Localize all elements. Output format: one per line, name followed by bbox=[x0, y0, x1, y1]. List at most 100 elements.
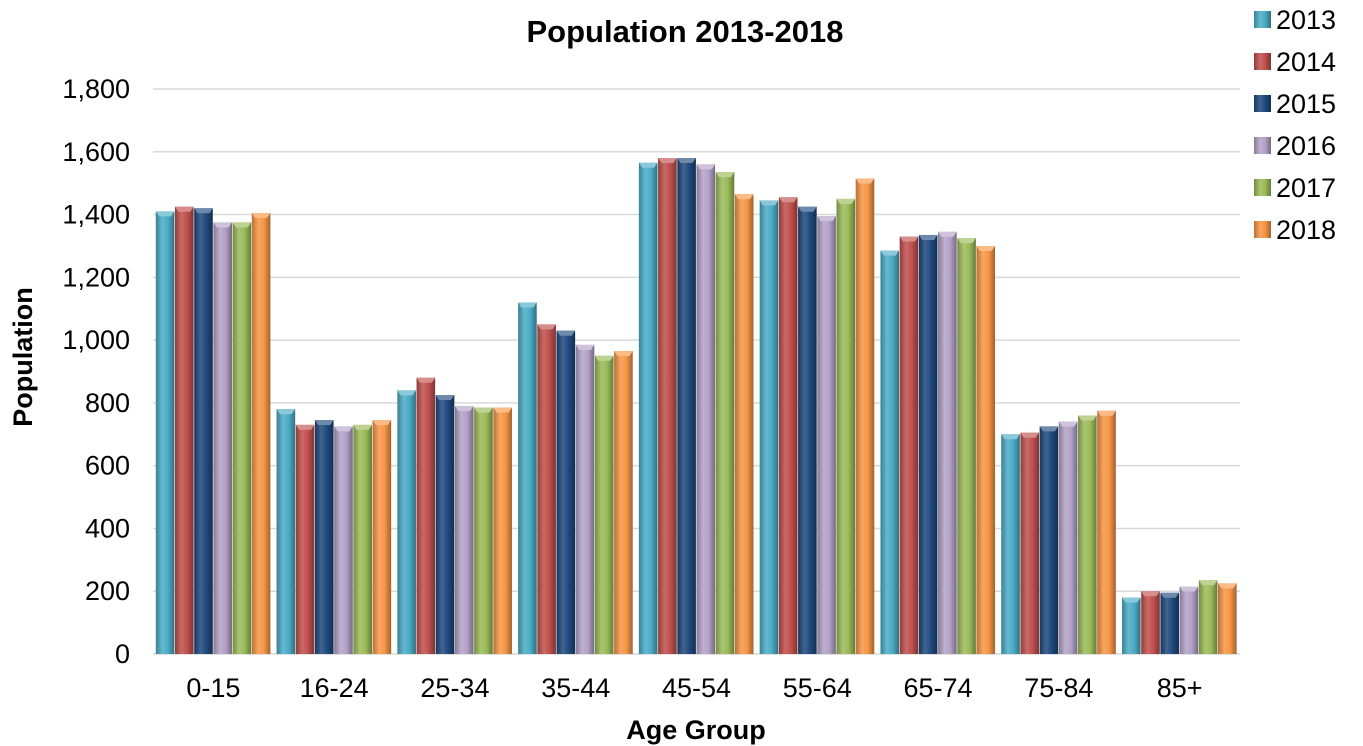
legend: 2013 2014 2015 2016 2017 2018 bbox=[1254, 5, 1336, 245]
bar-cap bbox=[918, 234, 938, 240]
bar-group-85+ bbox=[1122, 580, 1237, 654]
legend-label: 2015 bbox=[1276, 89, 1336, 119]
x-axis-label: Age Group bbox=[626, 715, 766, 745]
legend-swatch bbox=[1254, 53, 1271, 70]
x-tick-label: 16-24 bbox=[300, 673, 369, 703]
bar-cap bbox=[696, 164, 716, 170]
bar-2014-16-24 bbox=[295, 424, 315, 654]
bar-2014-25-34 bbox=[416, 377, 436, 654]
bar-cap bbox=[677, 158, 696, 164]
bar-2014-85+ bbox=[1141, 591, 1160, 654]
bar-group-55-64 bbox=[759, 178, 875, 655]
bar-2015-45-54 bbox=[677, 158, 696, 655]
legend-swatch bbox=[1254, 221, 1271, 238]
legend-item-2018: 2018 bbox=[1254, 215, 1336, 245]
y-tick-label: 400 bbox=[85, 513, 130, 543]
bar-2016-16-24 bbox=[334, 426, 353, 654]
bar-cap bbox=[372, 420, 392, 426]
bar-2015-55-64 bbox=[798, 206, 817, 655]
bar-cap bbox=[276, 409, 296, 415]
bar-cap bbox=[575, 344, 595, 350]
bar-2013-25-34 bbox=[397, 390, 416, 654]
bar-2013-35-44 bbox=[518, 302, 537, 654]
legend-item-2017: 2017 bbox=[1254, 173, 1336, 203]
bar-2016-0-15 bbox=[213, 222, 232, 654]
y-tick-label: 1,800 bbox=[62, 74, 130, 104]
x-tick-label: 45-54 bbox=[662, 673, 731, 703]
bar-cap bbox=[556, 330, 576, 336]
bar-2016-75-84 bbox=[1058, 421, 1078, 654]
y-tick-label: 1,200 bbox=[62, 262, 130, 292]
y-tick-label: 1,600 bbox=[62, 137, 130, 167]
bar-2014-55-64 bbox=[778, 197, 798, 654]
bar-cap bbox=[1078, 415, 1097, 421]
bar-2014-75-84 bbox=[1020, 432, 1040, 654]
legend-swatch bbox=[1254, 179, 1271, 196]
bar-2016-65-74 bbox=[938, 231, 957, 654]
y-axis-label: Population bbox=[8, 287, 38, 426]
bar-2018-16-24 bbox=[372, 420, 392, 654]
y-tick-label: 0 bbox=[115, 639, 130, 669]
bar-2018-65-74 bbox=[976, 245, 996, 654]
y-tick-label: 800 bbox=[85, 388, 130, 418]
bar-cap bbox=[295, 424, 315, 430]
legend-label: 2016 bbox=[1276, 131, 1336, 161]
bar-group-25-34 bbox=[397, 377, 512, 654]
bar-2013-65-74 bbox=[880, 250, 900, 654]
y-axis-ticks: 0 200 400 600 800 1,000 1,200 1,400 1,600 1,800 bbox=[62, 74, 130, 669]
bar-2015-85+ bbox=[1160, 592, 1180, 654]
bar-cap bbox=[174, 206, 194, 212]
legend-item-2016: 2016 bbox=[1254, 131, 1336, 161]
bar-cap bbox=[454, 406, 474, 412]
bar-2013-0-15 bbox=[155, 211, 175, 654]
bar-cap bbox=[594, 355, 614, 361]
bar-2014-65-74 bbox=[899, 236, 919, 654]
y-tick-label: 200 bbox=[85, 576, 130, 606]
bar-group-16-24 bbox=[276, 409, 392, 654]
bar-cap bbox=[213, 222, 232, 228]
bar-2015-65-74 bbox=[918, 234, 938, 655]
bar-2018-85+ bbox=[1218, 583, 1237, 654]
bar-2017-85+ bbox=[1198, 580, 1218, 654]
bar-2018-0-15 bbox=[251, 212, 271, 654]
bar-2017-25-34 bbox=[474, 407, 493, 654]
bar-2016-55-64 bbox=[817, 216, 836, 654]
bar-cap bbox=[493, 407, 512, 413]
bar-cap bbox=[658, 158, 677, 164]
bar-2013-85+ bbox=[1122, 597, 1141, 654]
bar-2014-45-54 bbox=[658, 158, 677, 655]
bar-cap bbox=[855, 178, 875, 184]
bar-cap bbox=[976, 245, 996, 251]
bar-cap bbox=[194, 208, 213, 214]
bar-cap bbox=[1001, 434, 1020, 440]
bar-2016-85+ bbox=[1179, 586, 1199, 654]
bar-2013-45-54 bbox=[638, 162, 658, 654]
bar-cap bbox=[1020, 432, 1040, 438]
bar-cap bbox=[638, 162, 658, 168]
legend-label: 2017 bbox=[1276, 173, 1336, 203]
bars bbox=[155, 158, 1237, 655]
legend-item-2014: 2014 bbox=[1254, 47, 1336, 77]
bar-group-65-74 bbox=[880, 231, 996, 655]
bar-2016-35-44 bbox=[575, 344, 595, 654]
bar-2015-35-44 bbox=[556, 330, 576, 654]
bar-cap bbox=[938, 231, 957, 237]
bar-cap bbox=[836, 198, 856, 204]
bar-cap bbox=[1097, 410, 1116, 416]
bar-cap bbox=[734, 194, 754, 200]
y-tick-label: 600 bbox=[85, 451, 130, 481]
bar-group-0-15 bbox=[155, 206, 271, 655]
bar-2017-16-24 bbox=[353, 424, 372, 654]
bar-cap bbox=[314, 420, 334, 426]
bar-cap bbox=[537, 324, 556, 330]
bar-cap bbox=[1218, 583, 1237, 589]
bar-2018-45-54 bbox=[734, 194, 754, 654]
x-tick-label: 0-15 bbox=[186, 673, 240, 703]
bar-cap bbox=[1122, 597, 1141, 603]
bar-2018-75-84 bbox=[1097, 410, 1116, 654]
bar-cap bbox=[957, 238, 976, 244]
bar-cap bbox=[614, 351, 633, 357]
x-tick-label: 55-64 bbox=[783, 673, 852, 703]
bar-2014-0-15 bbox=[174, 206, 194, 655]
bar-cap bbox=[798, 206, 817, 212]
